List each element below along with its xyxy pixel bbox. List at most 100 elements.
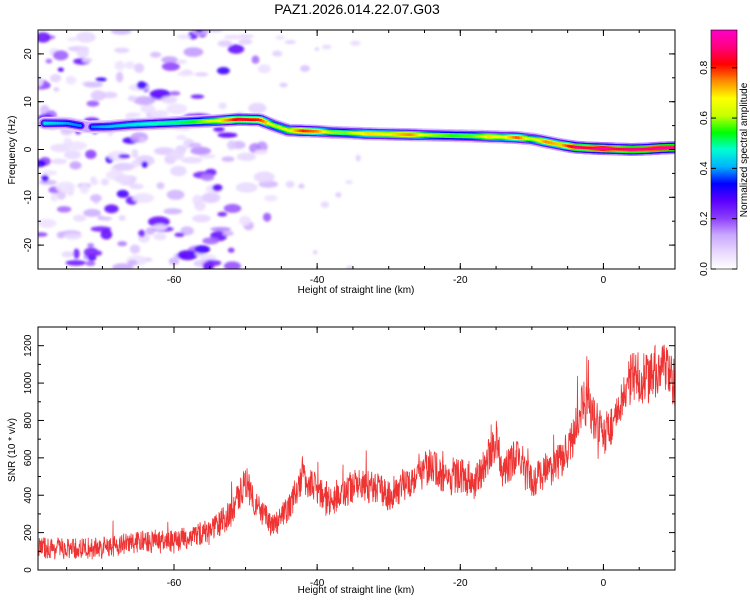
ridge-cell: [386, 132, 391, 136]
spectrogram-x-label: Height of straight line (km): [298, 285, 415, 296]
ridge-cell: [183, 120, 188, 124]
ridge-cell: [143, 122, 148, 126]
ridge-cell: [58, 121, 62, 125]
ridge-cell: [629, 148, 634, 151]
ridge-cell: [619, 147, 624, 151]
noise-blob: [127, 95, 137, 102]
ridge-cell: [346, 131, 350, 135]
noise-blob: [217, 132, 238, 138]
noise-blob: [116, 189, 129, 198]
noise-blob: [183, 47, 204, 57]
ridge-cell: [371, 132, 376, 136]
y-tick-label: -20: [23, 237, 34, 252]
ridge-cell: [496, 135, 501, 139]
y-tick-label: -10: [23, 190, 34, 205]
noise-blob: [104, 204, 119, 214]
ridge-cell: [216, 119, 220, 123]
noise-blob: [141, 161, 149, 168]
noise-blob: [113, 162, 135, 171]
noise-blob: [135, 155, 155, 167]
ridge-cell: [186, 120, 190, 124]
noise-blob: [355, 154, 361, 162]
noise-blob: [118, 215, 126, 221]
noise-blob: [251, 55, 260, 64]
colorbar-ticks: 0.0 0.2 0.4 0.6 0.8: [699, 60, 737, 276]
noise-blob: [161, 62, 180, 71]
noise-blob: [76, 47, 90, 58]
y-tick-label: 0: [23, 567, 34, 573]
ridge-cell: [454, 134, 458, 138]
ridge-cell: [288, 129, 293, 132]
ridge-cell: [319, 130, 323, 134]
ridge-cell: [188, 120, 193, 124]
noise-blob: [114, 47, 130, 53]
ridge-cell: [419, 133, 423, 137]
noise-blob: [55, 181, 76, 193]
x-tick-label: -60: [167, 275, 182, 286]
noise-blob: [257, 64, 271, 74]
ridge-cell: [178, 120, 183, 124]
ridge-cell: [577, 145, 581, 149]
ridge-cell: [441, 133, 446, 137]
noise-blob: [248, 102, 267, 114]
x-tick-label: -20: [453, 275, 468, 286]
noise-blob: [112, 263, 134, 269]
noise-blob: [79, 183, 89, 194]
noise-blob: [253, 171, 275, 183]
ridge-cell: [243, 118, 248, 121]
noise-blob: [188, 142, 202, 148]
noise-blob: [38, 32, 51, 43]
noise-blob: [53, 87, 60, 92]
noise-blob: [90, 90, 106, 101]
ridge-cell: [369, 132, 373, 136]
ridge-cell: [639, 147, 644, 151]
noise-blob: [129, 183, 144, 190]
ridge-cell: [424, 133, 428, 137]
noise-blob: [53, 50, 69, 61]
noise-blob: [150, 51, 162, 58]
noise-blob: [150, 109, 169, 119]
noise-blob: [124, 61, 135, 69]
ridge-cell: [657, 146, 661, 150]
ridge-cell: [326, 130, 330, 134]
noise-blob: [202, 237, 220, 245]
ridge-cell: [499, 135, 503, 139]
y-tick-label: 800: [23, 412, 34, 429]
ridge-cell: [409, 133, 413, 137]
ridge-cell: [459, 134, 463, 138]
x-tick-label: 0: [601, 275, 607, 286]
noise-blob: [223, 203, 242, 213]
ridge-cell: [584, 146, 588, 150]
noise-blob: [223, 261, 241, 269]
noise-blob: [129, 244, 141, 254]
y-tick-label: 400: [23, 486, 34, 503]
noise-blob: [223, 34, 242, 40]
ridge-cell: [451, 134, 456, 138]
ridge-cell: [446, 134, 451, 137]
ridge-cell: [151, 122, 155, 126]
ridge-cell: [634, 147, 639, 151]
ridge-cell: [303, 129, 308, 133]
ridge-cell: [491, 135, 496, 139]
ridge-cell: [609, 147, 613, 151]
noise-blob: [166, 103, 188, 115]
noise-blob: [350, 40, 361, 46]
ridge-cell: [416, 133, 421, 137]
ridge-cell: [364, 132, 368, 136]
snr-frame: [37, 326, 676, 571]
ridge-cell: [91, 125, 95, 129]
ridge-cell: [589, 146, 593, 150]
ridge-cell: [456, 134, 461, 138]
noise-blob: [320, 201, 330, 209]
ridge-cell: [306, 129, 310, 133]
ridge-cell: [614, 147, 619, 151]
noise-blob: [139, 137, 147, 143]
noise-blob: [136, 81, 147, 90]
snr-x-ticks: -60 -40 -20 0: [66, 327, 676, 589]
ridge-cell: [501, 135, 506, 139]
noise-blob: [95, 250, 103, 256]
ridge-cell: [504, 135, 508, 139]
ridge-cell: [404, 133, 408, 137]
ridge-cell: [128, 123, 133, 127]
